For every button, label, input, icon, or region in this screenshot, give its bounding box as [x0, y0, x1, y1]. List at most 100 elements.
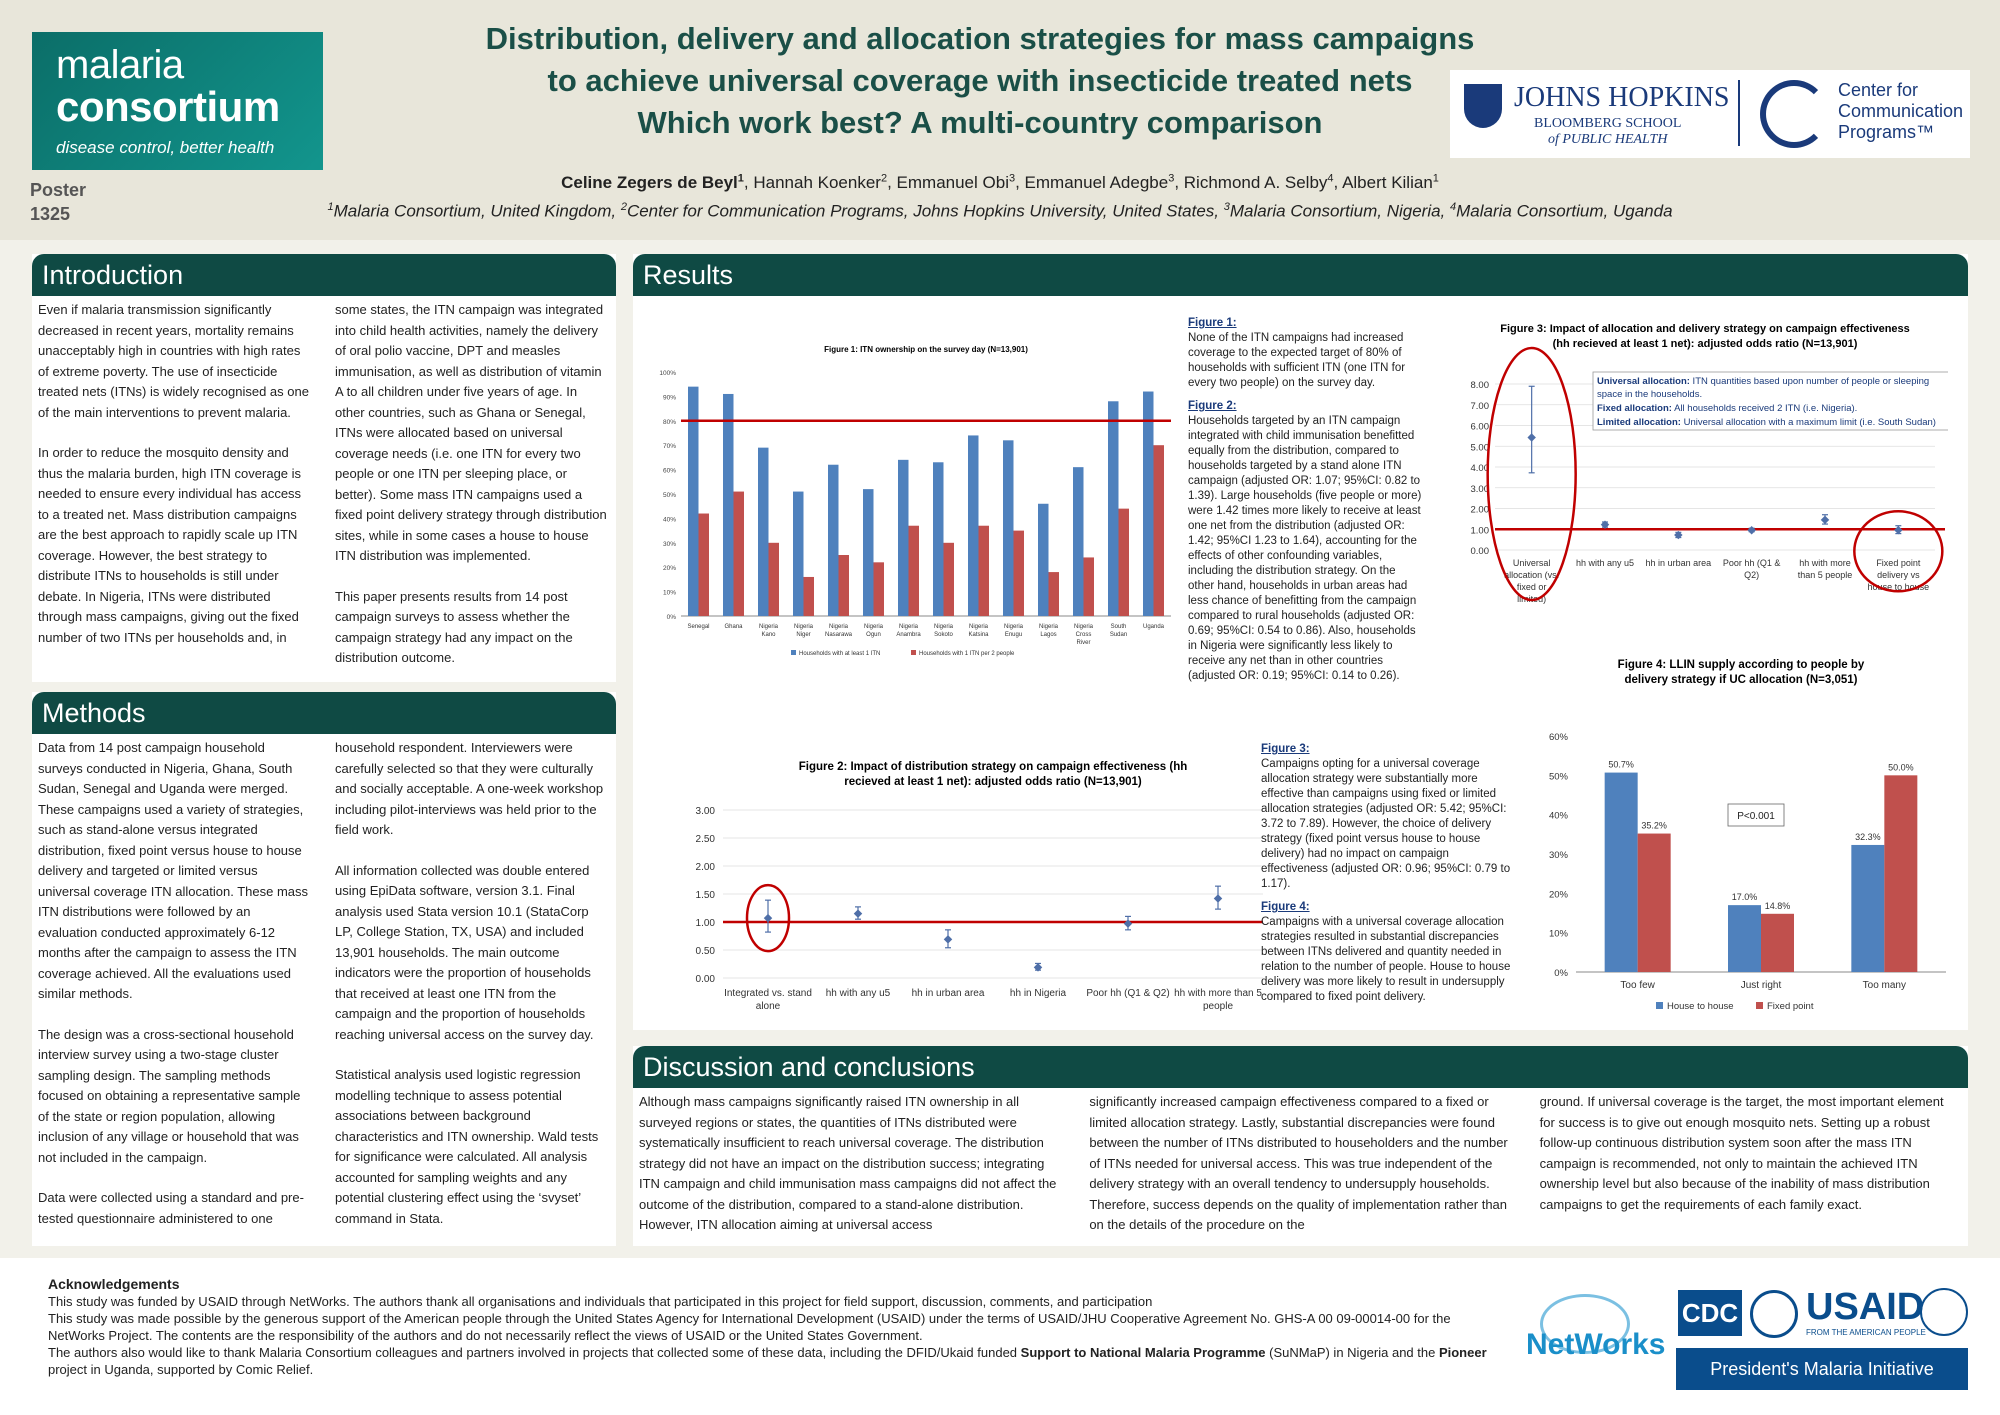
highlight-circle: [1853, 510, 1944, 593]
x-tick-label: Fixed point: [1876, 558, 1921, 568]
poster-header: malaria consortium disease control, bett…: [0, 0, 2000, 240]
affiliation-text: Malaria Consortium, Uganda: [1456, 201, 1673, 221]
affiliation-sup: 2: [620, 200, 627, 213]
bar: [828, 464, 839, 616]
bar: [793, 491, 804, 616]
x-tick-label: Poor hh (Q1 & Q2): [1086, 988, 1169, 999]
data-label: 17.0%: [1732, 892, 1758, 902]
paragraph: In order to reduce the mosquito density …: [38, 445, 302, 645]
chart-title: recieved at least 1 net): adjusted odds …: [844, 776, 1142, 788]
jhu-sub2: of PUBLIC HEALTH: [1547, 132, 1668, 147]
paragraph: Data from 14 post campaign household sur…: [38, 740, 308, 1001]
x-tick-label: Lagos: [1040, 632, 1056, 638]
affiliation-text: Malaria Consortium, Nigeria,: [1229, 201, 1451, 221]
legend-term: Fixed allocation:: [1597, 403, 1672, 414]
partner-logos: JOHNS HOPKINS BLOOMBERG SCHOOL of PUBLIC…: [1450, 70, 1970, 158]
x-tick-label: Too few: [1620, 980, 1655, 991]
acknowledgement-line: This study was funded by USAID through N…: [48, 1294, 1153, 1309]
data-label: 14.8%: [1765, 901, 1791, 911]
x-tick-label: Just right: [1741, 980, 1782, 991]
y-tick-label: 50%: [1549, 771, 1569, 782]
title-line-2: to achieve universal coverage with insec…: [547, 63, 1413, 98]
affiliation-text: Center for Communication Programs, Johns…: [626, 201, 1224, 221]
results-captions-mid: Figure 3: Campaigns opting for a universa…: [1261, 742, 1516, 1013]
usaid-logo: USAID: [1806, 1286, 1925, 1328]
ccp-swirl-icon: [1760, 80, 1828, 148]
ccp-line2: Communication: [1838, 101, 1964, 121]
y-tick-label: 2.00: [696, 862, 716, 873]
data-label: 32.3%: [1855, 832, 1881, 842]
jhu-sub1: BLOOMBERG SCHOOL: [1534, 116, 1682, 131]
x-tick-label: Nigeria: [969, 624, 989, 630]
author-name: Hannah Koenker2: [753, 172, 888, 192]
bar: [688, 386, 699, 616]
bar: [1884, 775, 1918, 972]
y-tick-label: 2.00: [1471, 505, 1490, 516]
y-tick-label: 6.00: [1471, 422, 1490, 433]
x-tick-label: Enugu: [1005, 632, 1022, 638]
y-tick-label: 1.00: [696, 918, 716, 929]
bar: [968, 435, 979, 616]
y-tick-label: 0.00: [696, 974, 716, 985]
y-tick-label: 60%: [1549, 732, 1569, 743]
p-value-label: P<0.001: [1737, 811, 1775, 822]
legend-swatch: [1756, 1002, 1763, 1009]
poster-number: Poster 1325: [30, 178, 86, 226]
x-tick-label: delivery vs: [1877, 570, 1920, 580]
y-tick-label: 90%: [663, 394, 676, 401]
ccp-name: Center for Communication Programs™: [1838, 80, 1963, 143]
poster-number-value: 1325: [30, 204, 71, 224]
point-marker: [1747, 526, 1756, 535]
paragraph: some states, the ITN campaign was integr…: [335, 302, 607, 563]
chart-title: Figure 4: LLIN supply according to peopl…: [1618, 659, 1865, 671]
legend-term: Universal allocation:: [1597, 376, 1690, 387]
author-name: Emmanuel Obi3: [896, 172, 1016, 192]
x-tick-label: South: [1111, 624, 1127, 630]
bar: [1013, 530, 1024, 616]
point-marker: [1123, 919, 1133, 928]
chart-title: delivery strategy if UC allocation (N=3,…: [1625, 674, 1858, 686]
author-sup: 1: [737, 172, 744, 184]
legend-entry: Limited allocation: Universal allocation…: [1597, 417, 1936, 428]
x-tick-label: hh with any u5: [1576, 558, 1634, 568]
y-tick-label: 0.50: [696, 946, 716, 957]
y-tick-label: 1.50: [696, 890, 716, 901]
ack-project: Support to National Malaria Programme: [1020, 1345, 1266, 1360]
author-sup: 3: [1168, 172, 1175, 184]
bar: [698, 513, 709, 616]
jhu-name: JOHNS HOPKINS: [1514, 82, 1730, 113]
bar: [803, 576, 814, 616]
bar: [1153, 445, 1164, 616]
ack-text: project in Uganda, supported by Comic Re…: [48, 1362, 314, 1377]
p-value-box: [1727, 803, 1785, 827]
discussion-heading: Discussion and conclusions: [633, 1046, 1968, 1088]
y-tick-label: 70%: [663, 443, 676, 450]
y-tick-label: 4.00: [1471, 463, 1490, 474]
x-tick-label: hh in urban area: [912, 988, 985, 999]
author-sup: 3: [1008, 172, 1016, 184]
x-tick-label: Ogun: [866, 632, 881, 638]
x-tick-label: Sudan: [1110, 632, 1127, 638]
x-tick-label: Nigeria: [794, 624, 814, 630]
ack-project: Pioneer: [1438, 1345, 1487, 1360]
ccp-line1: Center for: [1838, 80, 1919, 100]
legend-label: Households with 1 ITN per 2 people: [919, 651, 1015, 657]
methods-col2: household respondent. Interviewers were …: [335, 738, 610, 1249]
author-sup: 4: [1327, 172, 1334, 184]
y-tick-label: 0.00: [1471, 546, 1490, 557]
bar: [1003, 440, 1014, 616]
legend-swatch: [911, 650, 916, 655]
y-tick-label: 8.00: [1471, 380, 1490, 391]
networks-logo: NetWorks: [1510, 1288, 1670, 1378]
x-tick-label: Nasarawa: [825, 632, 853, 638]
discussion-col1: Although mass campaigns significantly ra…: [639, 1094, 1057, 1232]
point-marker: [943, 935, 953, 944]
author-block: Celine Zegers de Beyl1, Hannah Koenker2,…: [300, 166, 1700, 223]
poster-title: Distribution, delivery and allocation st…: [420, 18, 1540, 144]
y-tick-label: 0%: [1554, 968, 1568, 979]
legend-desc: Universal allocation with a maximum limi…: [1681, 417, 1936, 428]
hhs-seal-icon: [1920, 1288, 1968, 1336]
title-line-3: Which work best? A multi-country compari…: [637, 105, 1323, 140]
introduction-col1: Even if malaria transmission significant…: [38, 300, 313, 689]
affiliation-sup: 3: [1223, 200, 1230, 213]
